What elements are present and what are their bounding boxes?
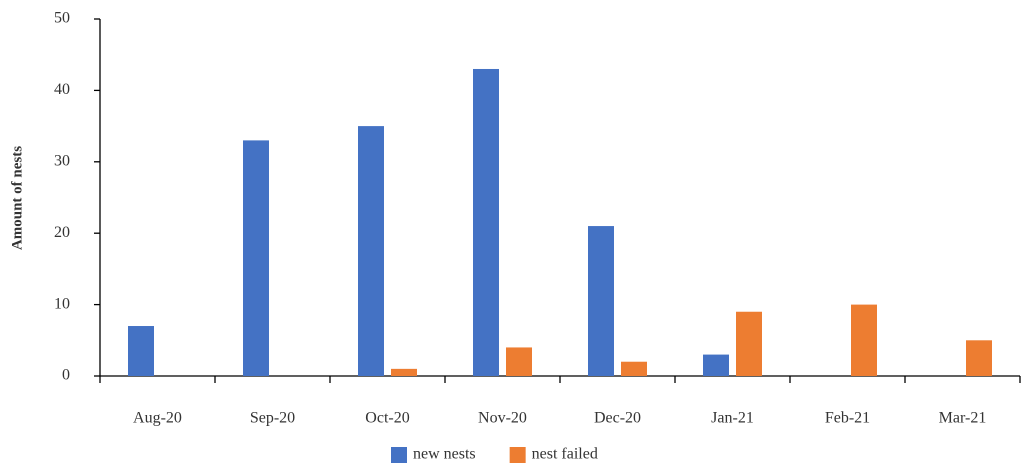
bar <box>128 326 154 376</box>
bar <box>966 340 992 376</box>
y-tick-label: 30 <box>54 152 70 169</box>
legend-swatch <box>391 447 407 463</box>
x-tick-label: Nov-20 <box>478 410 527 427</box>
y-tick-label: 0 <box>62 367 70 384</box>
bar <box>736 311 762 376</box>
bar <box>391 368 417 376</box>
y-tick-label: 50 <box>54 10 70 27</box>
x-tick-label: Jan-21 <box>711 410 754 427</box>
legend-label: new nests <box>413 446 476 463</box>
bar <box>703 354 729 376</box>
bar <box>243 140 269 376</box>
x-tick-label: Aug-20 <box>133 410 182 427</box>
x-tick-label: Mar-21 <box>939 410 987 427</box>
bar <box>358 126 384 376</box>
bar <box>621 361 647 376</box>
y-tick-label: 20 <box>54 224 70 241</box>
bar <box>588 226 614 376</box>
y-tick-label: 10 <box>54 295 70 312</box>
bar <box>851 304 877 376</box>
x-tick-label: Dec-20 <box>594 410 641 427</box>
y-tick-label: 40 <box>54 81 70 98</box>
y-axis-label: Amount of nests <box>9 146 25 250</box>
bar <box>473 68 499 376</box>
legend-label: nest failed <box>532 446 598 463</box>
x-tick-label: Oct-20 <box>365 410 409 427</box>
bar <box>506 347 532 376</box>
x-tick-label: Feb-21 <box>825 410 870 427</box>
x-tick-label: Sep-20 <box>250 410 295 427</box>
legend-swatch <box>509 447 526 463</box>
